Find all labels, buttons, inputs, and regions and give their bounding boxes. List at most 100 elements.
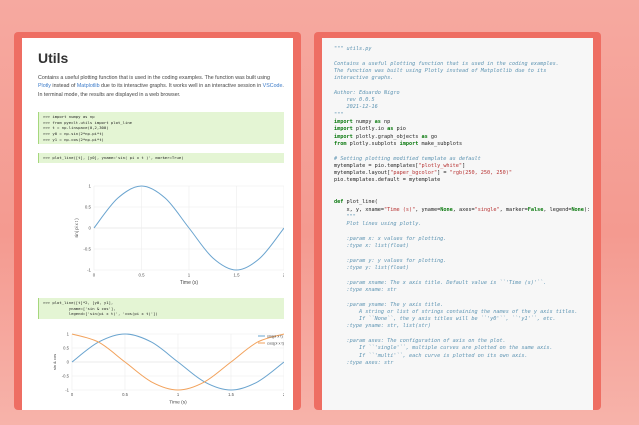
code-token: , legend=: [543, 206, 572, 213]
code-line: :type y: list(float): [334, 265, 409, 272]
code-token: If ``None``, the y axis titles will be `…: [334, 316, 556, 323]
code-line: """: [334, 112, 343, 119]
code-token: mytemplate = pio.templates[: [334, 162, 419, 169]
code-line: >>> from pyeclt.utils import plot_line: [43, 119, 133, 125]
sin-cos-chart-svg: 10.50-0.5-100.511.52Time (s)sin & cossin…: [52, 331, 286, 405]
y-tick-label: 1: [67, 331, 70, 336]
code-line: :type axes: str: [334, 360, 393, 367]
code-token: "rgb(250, 250, 250)": [449, 170, 513, 177]
code-token: plotly.io: [352, 126, 388, 133]
code-token: import: [334, 119, 353, 125]
code-token: :param xname: The x axis title. Default …: [334, 279, 547, 286]
y-tick-label: 0: [89, 226, 92, 231]
code-line: >>> import numpy as np: [43, 114, 95, 119]
code-line: # Setting plotting modified template as …: [334, 156, 481, 163]
code-block-plot-sin-cos: >>> plot_line([t]*2, [y0, y1], yname=['s…: [38, 298, 284, 320]
code-token: Author: Eduardo Nigro: [334, 89, 400, 96]
plotly-link[interactable]: Plotly: [38, 83, 51, 90]
code-token: """: [334, 111, 344, 118]
legend-label[interactable]: cos(pi x t): [267, 341, 285, 346]
desc-line-2a: using: [257, 75, 270, 81]
code-line: The function was built using Plotly inst…: [334, 68, 546, 75]
code-token: "Time (s)": [383, 206, 416, 213]
code-line: >>> plot_line([t]*2, [y0, y1],: [43, 300, 114, 305]
desc-line-3b: . In terminal mode, the results are disp…: [38, 83, 284, 98]
code-line: >>> y0 = np.sin(2*np.pi*t): [43, 131, 104, 137]
code-token: "plotly_white": [418, 162, 463, 169]
y-tick-label: -0.5: [62, 373, 70, 378]
documentation-panel: Utils Contains a useful plotting functio…: [14, 32, 301, 410]
documentation-page: Utils Contains a useful plotting functio…: [22, 38, 293, 410]
y-axis-label: sin( pi x t ): [74, 218, 79, 238]
code-line: Contains a useful plotting function that…: [334, 61, 559, 68]
code-line: mytemplate = pio.templates["plotly_white…: [334, 163, 465, 170]
code-line: x, y, xname="Time (s)", yname=None, axes…: [334, 207, 590, 214]
code-token: , yname=: [415, 206, 441, 213]
code-line: :type yname: str, list(str): [334, 323, 430, 330]
code-token: "single": [474, 206, 500, 213]
code-token: :param x: x values for plotting.: [334, 235, 447, 242]
code-token: plotly.graph_objects: [352, 133, 422, 140]
desc-line-2b: instead of: [50, 83, 77, 90]
code-line: yname=['sin & cos'],: [43, 305, 116, 311]
source-code-view: """ utils.py Contains a useful plotting f…: [322, 38, 593, 410]
page-description: Contains a useful plotting function that…: [38, 74, 284, 99]
matplotlib-link[interactable]: Matplotlib: [76, 83, 100, 90]
code-line: legend=['sin(pi x t)', 'cos(pi x t)']): [43, 311, 158, 317]
code-token: mytemplate.layout[: [334, 170, 391, 177]
code-block-imports: >>> import numpy as np >>> from pyeclt.u…: [38, 112, 284, 145]
code-line: import plotly.io as pio: [334, 126, 406, 133]
series-line-1[interactable]: [71, 333, 285, 391]
x-tick-label: 2: [283, 272, 284, 277]
y-tick-label: 1: [89, 184, 92, 189]
code-line: rev 0.0.5: [334, 97, 375, 104]
code-line: import numpy as np: [334, 119, 390, 126]
series-line-0[interactable]: [71, 333, 285, 391]
code-token: go: [427, 133, 438, 140]
code-token: interactive graphs.: [334, 75, 394, 82]
desc-line-2c: due to its interactive graphs. It works …: [99, 83, 237, 90]
code-token: """: [334, 213, 356, 220]
code-line: interactive graphs.: [334, 75, 393, 82]
code-token: Contains a useful plotting function that…: [334, 60, 559, 67]
desc-line-3a: session in: [237, 83, 263, 90]
code-line: :param yname: The y axis title.: [334, 302, 443, 309]
code-token: "paper_bgcolor": [390, 170, 438, 177]
code-line: """ utils.py: [334, 46, 371, 53]
code-block-plot-sin: >>> plot_line([t], [y0], yname='sin( pi …: [38, 153, 284, 163]
sine-plot[interactable]: 10.50-0.5-100.511.52Time (s)sin( pi x t …: [38, 178, 286, 288]
code-token: A string or list of strings containing t…: [334, 308, 578, 315]
code-token: ] =: [437, 170, 450, 177]
sine-chart-svg: 10.50-0.5-100.511.52Time (s)sin( pi x t …: [74, 184, 286, 286]
code-line: >>> y1 = np.cos(2*np.pi*t): [43, 136, 104, 142]
x-axis-label: Time (s): [169, 399, 187, 405]
code-token: plot_line(: [343, 199, 378, 206]
sin-cos-plot[interactable]: 10.50-0.5-100.511.52Time (s)sin & cossin…: [38, 328, 286, 408]
source-code-panel: """ utils.py Contains a useful plotting f…: [314, 32, 601, 410]
code-token: :type y: list(float): [334, 265, 409, 271]
code-token: :type axes: str: [334, 359, 394, 366]
code-line: If ``'single'``, multiple curves are plo…: [334, 345, 553, 352]
code-token: plotly.subplots: [346, 140, 400, 147]
code-line: :param x: x values for plotting.: [334, 236, 446, 243]
code-token: def: [334, 199, 344, 206]
y-tick-label: 0.5: [63, 345, 69, 350]
code-line: A string or list of strings containing t…: [334, 309, 578, 316]
code-token: :type x: list(float): [334, 243, 409, 250]
page-title: Utils: [38, 50, 69, 66]
code-token: If ``'multi'``, each curve is plotted on…: [334, 352, 528, 359]
x-tick-label: 2: [283, 392, 284, 397]
y-tick-label: -1: [87, 268, 91, 273]
code-line: If ``'multi'``, each curve is plotted on…: [334, 353, 528, 360]
code-token: # Setting plotting modified template as …: [334, 155, 481, 162]
series-line-0[interactable]: [93, 185, 285, 271]
code-token: None: [571, 206, 584, 213]
code-line: pio.templates.default = mytemplate: [334, 177, 440, 184]
code-token: The function was built using Plotly inst…: [334, 67, 547, 74]
vscode-link[interactable]: VSCode: [262, 83, 283, 90]
code-token: import: [334, 126, 353, 133]
code-token: rev 0.0.5: [334, 97, 375, 104]
x-tick-label: 0: [71, 392, 74, 397]
code-line: >>> t = np.linspace(0,2,300): [43, 125, 109, 131]
legend-label[interactable]: sin(pi x t): [267, 334, 283, 339]
